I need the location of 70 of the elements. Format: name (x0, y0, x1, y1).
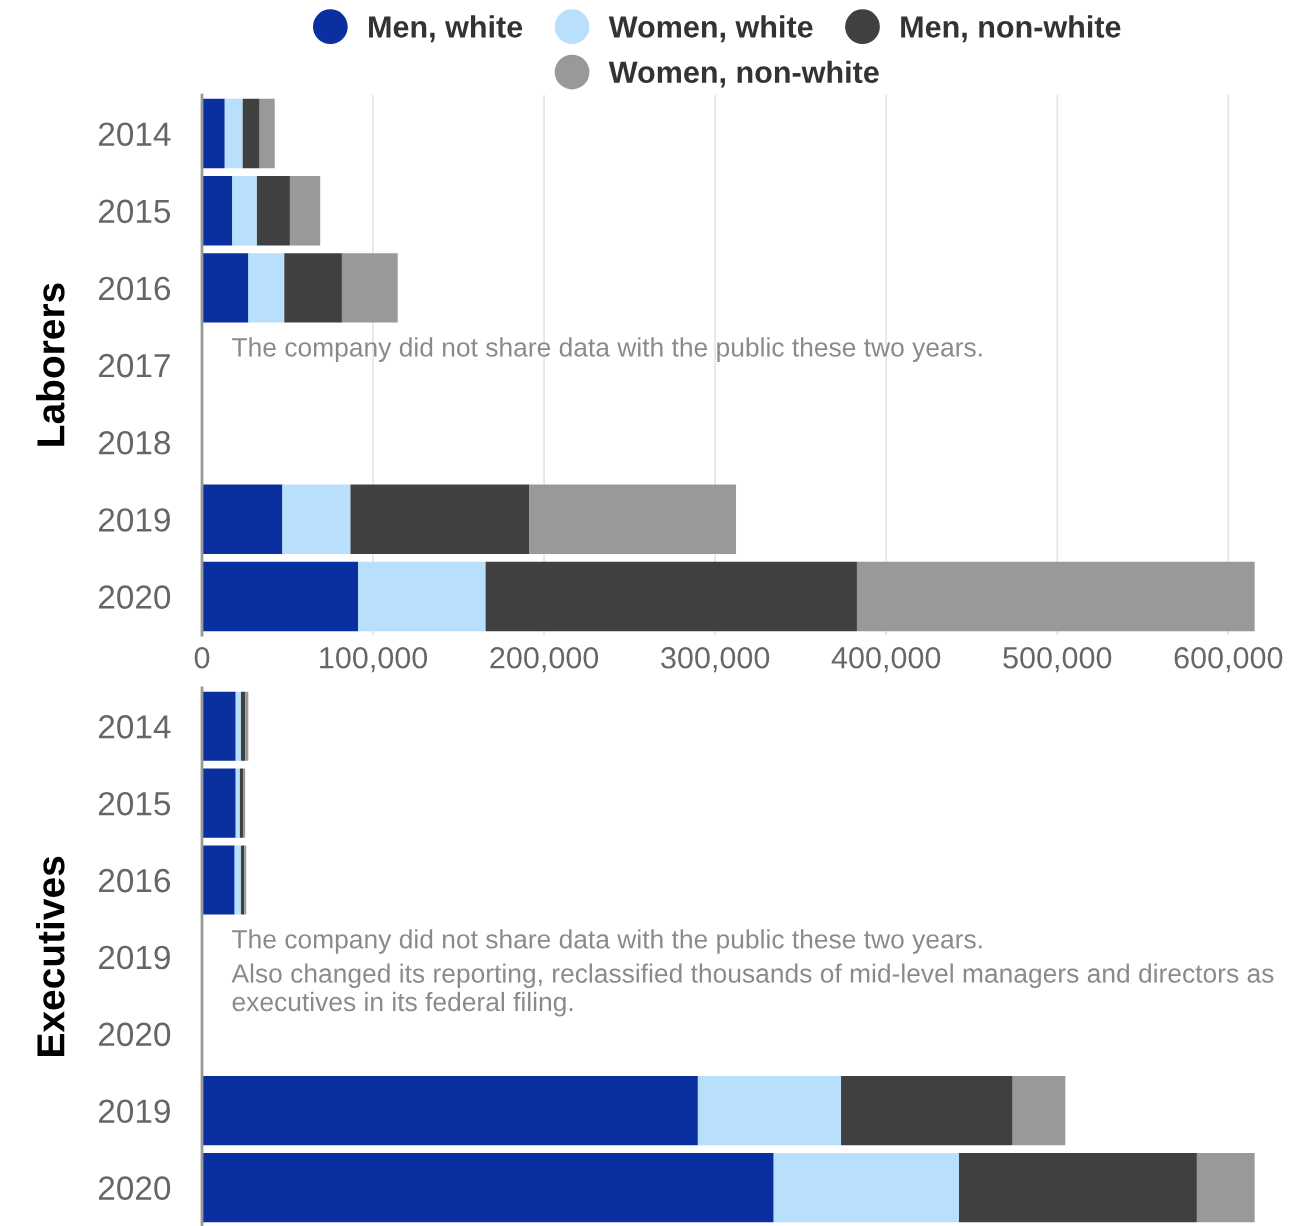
bar (202, 484, 283, 555)
y-axis-title: Executives (36, 856, 65, 1056)
bar (358, 561, 486, 632)
bar (240, 691, 246, 761)
annotation: The company did not share data with the public these two years. (232, 929, 982, 954)
x-tick-label: 200,000 (490, 646, 599, 673)
y-axis-title: Laborers (36, 283, 65, 446)
bar (284, 253, 342, 323)
y-tick-label: 2016 (98, 276, 170, 301)
bar (282, 484, 351, 555)
bar (256, 176, 290, 246)
bar (239, 768, 244, 838)
bar (202, 561, 358, 632)
y-tick-label: 2014 (98, 715, 171, 739)
bar (202, 98, 225, 169)
bar (289, 176, 321, 246)
bar (245, 691, 249, 761)
bar (234, 845, 241, 915)
bar (529, 484, 737, 555)
bar (202, 253, 249, 323)
legend-label: Men, non-white (901, 15, 1121, 43)
bar (242, 98, 260, 169)
bar (202, 768, 236, 838)
bar (1196, 1152, 1255, 1223)
x-tick-label: 600,000 (1174, 646, 1283, 673)
y-tick-label: 2019 (98, 945, 170, 970)
bar (235, 691, 241, 761)
bar (235, 768, 240, 838)
y-tick-label: 2020 (98, 585, 171, 609)
x-tick-label: 100,000 (320, 646, 428, 673)
annotation: The company did not share data with the public these two years. (232, 337, 982, 362)
bar (341, 253, 398, 323)
bar (350, 484, 530, 555)
x-tick-label: 400,000 (831, 646, 941, 673)
y-tick-label: 2015 (98, 199, 171, 224)
bar (1012, 1076, 1066, 1146)
legend-label: Women, non-white (608, 60, 879, 88)
y-tick-label: 2019 (98, 508, 170, 532)
bar (202, 845, 235, 915)
bar (248, 253, 285, 323)
bar (259, 98, 275, 169)
bar (856, 561, 1255, 632)
bar (243, 768, 246, 838)
bar (773, 1152, 959, 1223)
legend-label: Men, white (369, 15, 523, 43)
x-tick-label: 0 (194, 646, 210, 669)
bar (202, 1152, 774, 1223)
y-tick-label: 2018 (98, 430, 171, 455)
y-tick-label: 2016 (98, 868, 170, 893)
annotation: Also changed its reporting, reclassified thousands of mid-level managers and directors as executives in its federal filing. (231, 963, 1274, 1017)
y-tick-label: 2017 (98, 353, 170, 378)
x-tick-label: 300,000 (661, 646, 770, 673)
bar (232, 176, 257, 246)
bar (958, 1152, 1197, 1223)
bar (202, 691, 236, 761)
x-tick-label: 500,000 (1003, 646, 1112, 673)
bar (240, 845, 245, 915)
y-tick-label: 2014 (98, 122, 171, 146)
y-tick-label: 2020 (98, 1176, 171, 1200)
legend-label: Women, white (608, 15, 813, 43)
bar (202, 1076, 698, 1146)
bar (697, 1076, 842, 1146)
y-tick-label: 2020 (98, 1022, 171, 1047)
bar (244, 845, 247, 915)
y-tick-label: 2019 (98, 1099, 170, 1124)
bar (202, 176, 233, 246)
bar (485, 561, 857, 632)
bar (224, 98, 243, 169)
bar (841, 1076, 1013, 1146)
y-tick-label: 2015 (98, 791, 171, 816)
